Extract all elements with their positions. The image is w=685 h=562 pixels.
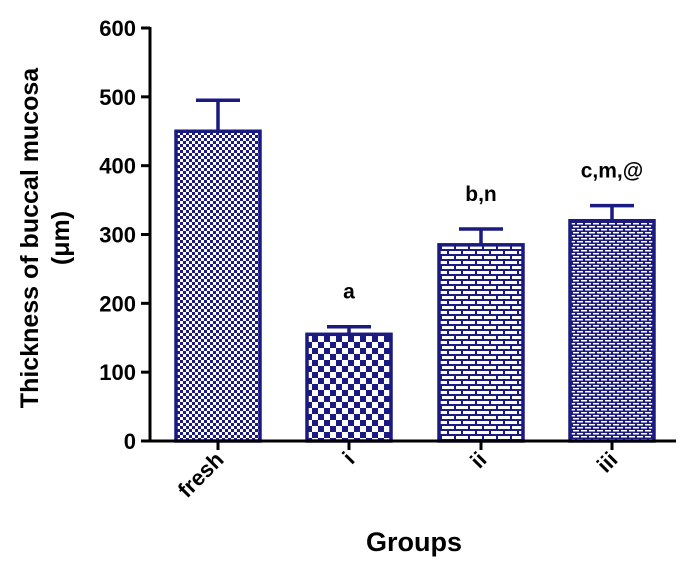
y-axis-ticks: 0 100 200 300 400 500 600	[99, 16, 150, 454]
bar-fresh	[174, 129, 262, 443]
y-tick-label: 0	[124, 429, 136, 454]
y-tick-label: 400	[99, 154, 136, 179]
annotations-layer: a b,n c,m,@	[343, 160, 643, 304]
y-axis-label: Thickness of buccal mucosa	[16, 67, 44, 408]
y-tick-label: 600	[99, 16, 136, 41]
bar-annotation: c,m,@	[581, 160, 644, 183]
bar-i	[305, 332, 393, 443]
y-tick-label: 300	[99, 223, 136, 248]
x-tick-label: ii	[465, 447, 491, 473]
y-tick-label: 100	[99, 360, 136, 385]
x-axis-label: Groups	[366, 527, 462, 557]
bar-annotation: b,n	[465, 183, 497, 206]
error-bars-layer	[196, 98, 634, 335]
bar-iii	[568, 218, 656, 443]
bar-ii	[437, 243, 525, 443]
x-tick-label: i	[338, 447, 360, 469]
x-tick-label: fresh	[173, 447, 229, 503]
y-tick-label: 200	[99, 291, 136, 316]
y-axis-unit-label: (μm)	[47, 211, 75, 265]
x-axis-ticks: fresh i ii iii	[173, 441, 623, 503]
y-tick-label: 500	[99, 85, 136, 110]
x-tick-label: iii	[592, 447, 623, 478]
bar-annotation: a	[343, 281, 355, 304]
